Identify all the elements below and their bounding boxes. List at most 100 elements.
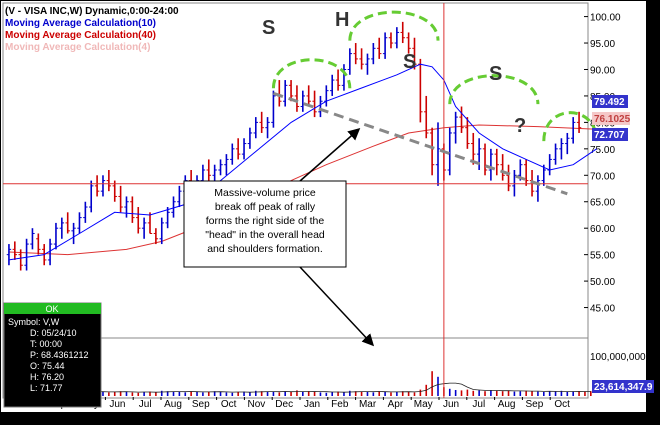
ohlc-bar <box>365 53 370 75</box>
ohlc-bar <box>206 159 211 181</box>
callout-line-5: and shoulders formation. <box>207 243 323 255</box>
ohlc-bar <box>71 222 76 245</box>
ohlc-bar <box>341 64 347 91</box>
ohlc-bar <box>106 170 112 192</box>
price-tick-label: 55.00 <box>590 251 615 262</box>
ohlc-bar <box>165 207 170 229</box>
ohlc-bar <box>541 164 546 186</box>
ohlc-bar <box>347 48 353 75</box>
ohlc-bar <box>553 143 558 165</box>
ohlc-bar <box>89 180 94 213</box>
price-tag-ma10: 72.707 <box>594 130 625 141</box>
bottom-edge-bar <box>0 412 660 425</box>
month-label: Sep <box>526 399 544 410</box>
ohlc-bar <box>453 111 458 144</box>
data-window[interactable]: OK Symbol: V,W D: 05/24/10 T: 00:00 P: 6… <box>3 302 102 408</box>
ohlc-bar <box>147 212 153 234</box>
ohlc-bar <box>53 222 59 250</box>
ohlc-bar <box>47 238 53 266</box>
ohlc-bar <box>253 117 258 139</box>
callout-line-3: forms the right side of the <box>206 215 325 227</box>
data-window-titlebar <box>4 303 101 314</box>
right-edge-bar <box>646 0 660 425</box>
price-tick-label: 60.00 <box>590 224 615 235</box>
ma40-series <box>8 124 597 256</box>
ohlc-bar <box>171 196 176 218</box>
month-label: Sep <box>192 399 210 410</box>
month-label: Aug <box>164 399 182 410</box>
volume-tick-label: 100,000,000 <box>590 352 646 363</box>
month-label: May <box>414 399 433 410</box>
callout-line-4: "head" in the overall head <box>205 229 325 241</box>
ohlc-bar <box>100 175 106 197</box>
ohlc-bar <box>59 217 65 239</box>
data-window-bg <box>3 302 102 408</box>
ohlc-bar <box>494 148 499 176</box>
data-price: P: 68.4361212 <box>30 350 89 360</box>
label-head: H <box>335 9 349 31</box>
ma40-line <box>8 124 597 256</box>
price-tick-label: 75.00 <box>590 145 615 156</box>
price-tick-label: 90.00 <box>590 65 615 76</box>
callout-box <box>183 180 347 268</box>
ohlc-bar <box>130 196 135 223</box>
ohlc-bar <box>523 159 529 186</box>
ohlc-bar <box>241 138 247 160</box>
ohlc-bar <box>212 164 217 181</box>
volume-tag: 23,614,347.9 <box>594 382 653 393</box>
ohlc-bar <box>429 127 435 176</box>
ohlc-bar <box>406 32 411 54</box>
ohlc-bar <box>576 111 582 133</box>
month-label: Oct <box>554 399 570 410</box>
month-label: Jul <box>139 399 152 410</box>
ohlc-bar <box>259 111 264 133</box>
price-tag-ma10-bg-2 <box>592 128 628 141</box>
data-symbol: Symbol: V,W <box>8 317 60 327</box>
ohlc-bar <box>335 69 341 91</box>
date-strip-lower <box>3 405 646 412</box>
callout-line-1: Massive-volume price <box>214 187 316 199</box>
ohlc-bar <box>412 37 417 70</box>
volume-panel <box>2 337 589 399</box>
ohlc-bar <box>488 148 494 181</box>
ohlc-bar <box>300 90 306 112</box>
ohlc-bar <box>6 244 12 266</box>
ohlc-bar <box>265 117 270 139</box>
ma10-series <box>8 63 597 261</box>
price-tick-label: 45.00 <box>590 304 615 315</box>
ohlc-bar <box>247 127 253 149</box>
price-tick-label: 50.00 <box>590 277 615 288</box>
ohlc-bar <box>36 233 41 255</box>
price-tag-last: 79.492 <box>594 97 625 108</box>
volume-tag-bg <box>592 380 654 393</box>
ohlc-bar <box>271 90 276 128</box>
ohlc-bar <box>388 32 394 49</box>
ohlc-bar <box>177 185 182 208</box>
month-label: Aug <box>498 399 516 410</box>
ohlc-bar <box>435 122 441 186</box>
ohlc-bar <box>482 143 488 176</box>
month-label: Dec <box>275 399 293 410</box>
ma10-line <box>8 63 597 261</box>
month-label: Jul <box>472 399 485 410</box>
label-second-right-shoulder: S <box>489 63 502 85</box>
ohlc-bar <box>465 117 470 149</box>
ohlc-bar <box>24 238 29 271</box>
data-window-title: OK <box>45 304 58 314</box>
ohlc-bar <box>559 138 564 160</box>
ohlc-bar <box>159 217 164 245</box>
ohlc-bar <box>288 80 294 102</box>
ohlc-bar <box>353 43 358 65</box>
ohlc-bar <box>330 74 335 96</box>
chart-title: (V - VISA INC,W) Dynamic,0:00-24:00 <box>5 6 179 17</box>
price-tag-ma40-bg <box>592 112 630 125</box>
data-open: O: 75.44 <box>30 361 65 371</box>
month-label: Jun <box>109 399 125 410</box>
question-mark: ? <box>514 115 526 137</box>
month-label: Feb <box>331 399 349 410</box>
ohlc-bar <box>400 21 405 44</box>
ohlc-bar <box>306 85 311 107</box>
ohlc-bar <box>377 37 382 59</box>
price-tick-label: 95.00 <box>590 39 615 50</box>
